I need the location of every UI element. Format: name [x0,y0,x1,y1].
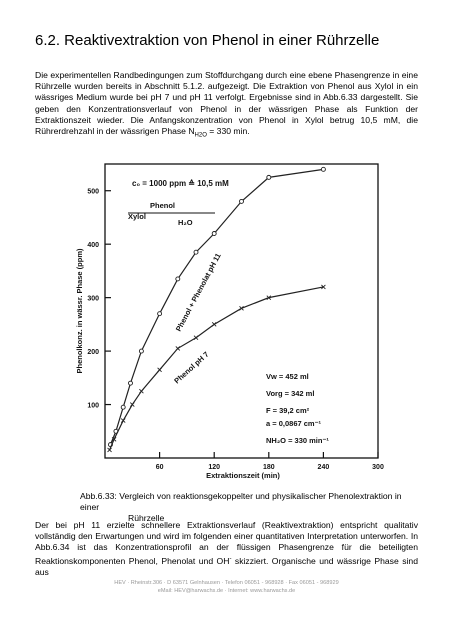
annotation: Xylol [128,212,146,221]
curve [109,168,324,445]
caption: Abb.6.33: Vergleich von reaktionsgekoppe… [80,491,420,524]
point [211,231,217,236]
point [120,404,126,410]
point [239,198,244,204]
annotation: F = 39,2 cm² [266,406,310,415]
y-tick-label: 500 [87,189,99,196]
caption-text: Vergleich von reaktionsgekoppelter und p… [80,491,402,512]
point [321,284,326,290]
superscript: - [229,555,232,562]
text: skizziert. Organische und wässrige Phase… [35,555,418,577]
paragraph: Die experimentellen Randbedingungen zum … [35,70,418,142]
point [129,402,135,407]
point [320,166,326,172]
point [139,388,144,394]
section-title: 6.2. Reaktivextraktion von Phenol in ein… [35,32,380,49]
caption-text: Rührzelle [128,513,165,523]
caption-label: Abb.6.33: [80,491,117,501]
series-label: Phenol + Phenolat pH 11 [174,252,223,333]
point [107,447,112,453]
annotation: NH₂O = 330 min⁻¹ [266,436,329,445]
series-label: Phenol pH 7 [172,350,210,386]
point [157,311,163,317]
paragraph: Der bei pH 11 erzielte schnellere Extrak… [35,520,418,578]
point [175,276,181,282]
point [193,335,199,341]
x-tick-label: 300 [372,464,384,471]
point [157,367,162,373]
y-tick-label: 100 [87,403,99,410]
x-tick-label: 180 [263,464,275,471]
point [111,436,117,442]
annotation: Phenol [150,201,175,210]
annotation: c₀ = 1000 ppm ≙ 10,5 mM [132,179,229,188]
y-tick-label: 200 [87,349,99,356]
annotation: H₂O [178,218,193,227]
footer: eMail: HEV@harwachs.de · Internet: www.h… [157,588,296,594]
point [239,306,244,311]
point [175,346,181,351]
y-axis-label: Phenolkonz. in wässr. Phase (ppm) [75,248,84,374]
point [128,380,133,386]
subscript: H2O [194,132,207,139]
text: Die experimentellen Randbedingungen zum … [35,70,418,137]
x-tick-label: 60 [156,464,164,471]
point [120,418,126,423]
point [193,249,199,255]
annotation: a = 0,0867 cm⁻¹ [266,419,322,428]
point [211,322,217,327]
x-tick-label: 120 [208,464,220,471]
point [138,348,144,354]
plot-frame [104,163,379,459]
point [266,295,272,300]
text: = 330 min. [206,126,250,137]
footer: HEV · Rheinstr.306 · D 63571 Gelnhausen … [114,580,339,586]
point [266,174,272,180]
x-axis-label: Extraktionszeit (min) [206,471,280,480]
text: Der bei pH 11 erzielte schnellere Extrak… [35,520,418,566]
curve [108,286,324,451]
x-tick-label: 240 [318,464,330,471]
annotation: Vw = 452 ml [266,372,309,381]
y-tick-label: 300 [87,296,99,303]
annotation: Vorg = 342 ml [266,389,314,398]
y-tick-label: 400 [87,242,99,249]
